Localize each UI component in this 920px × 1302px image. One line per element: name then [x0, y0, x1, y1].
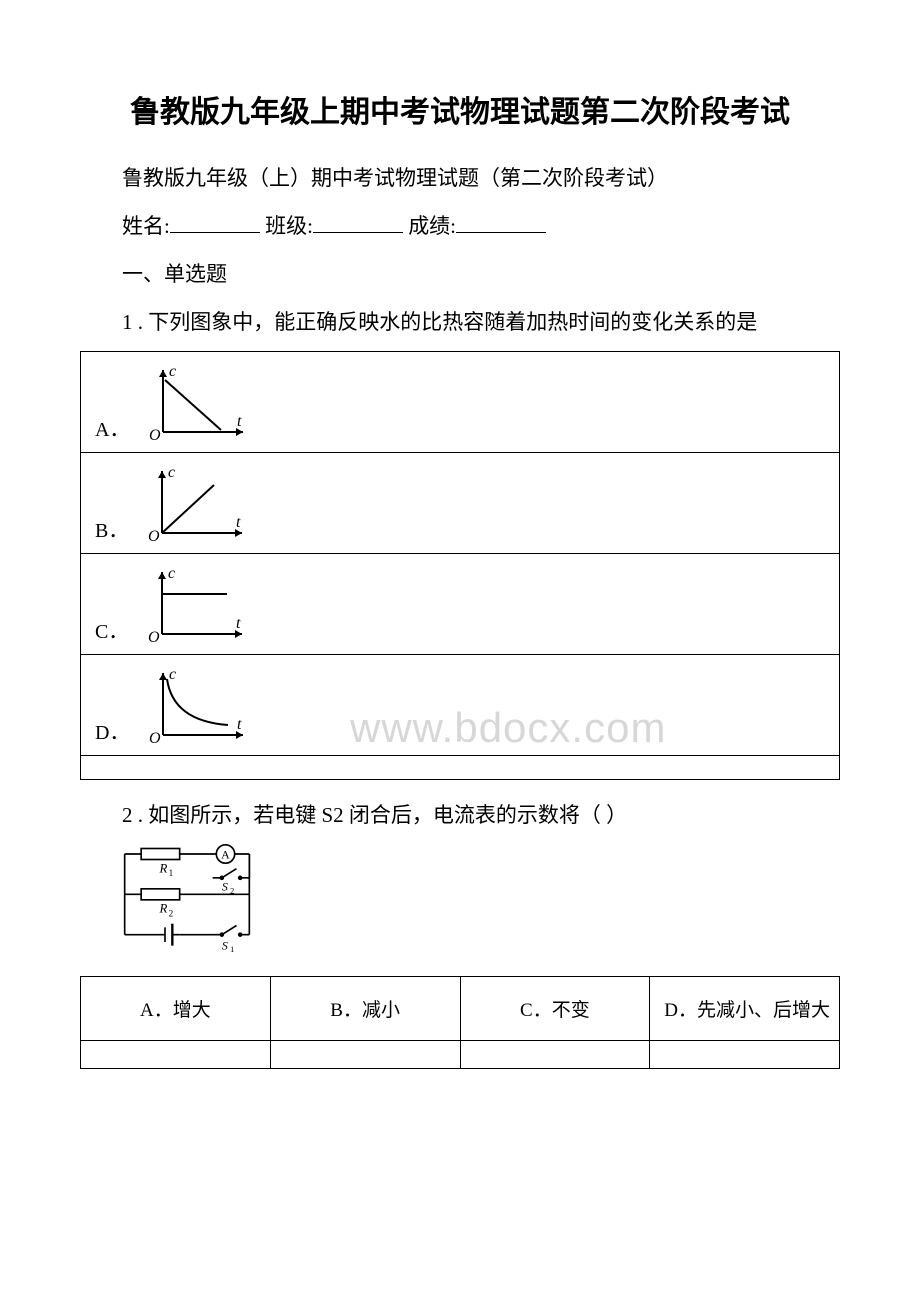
q2-option-a[interactable]: A．增大: [81, 977, 271, 1041]
blank-cell: [270, 1041, 460, 1069]
score-blank[interactable]: [456, 210, 546, 233]
q1-option-b[interactable]: B． c t O: [95, 463, 825, 543]
graph-c-icon: c t O: [142, 564, 252, 644]
svg-text:c: c: [168, 464, 175, 481]
svg-text:c: c: [169, 666, 176, 683]
svg-text:c: c: [169, 363, 176, 380]
graph-a-icon: c t O: [143, 362, 253, 442]
blank-cell: [460, 1041, 650, 1069]
svg-text:S: S: [222, 880, 228, 894]
opt-c-label: C．: [95, 615, 128, 644]
svg-text:O: O: [149, 730, 161, 745]
q2-answers-table: A．增大 B．减小 C．不变 D．先减小、后增大: [80, 976, 840, 1069]
svg-text:O: O: [148, 629, 160, 644]
q1-options-table: A． c t O B．: [80, 351, 840, 780]
graph-b-icon: c t O: [142, 463, 252, 543]
svg-text:t: t: [236, 514, 241, 531]
q2-option-b[interactable]: B．减小: [270, 977, 460, 1041]
doc-title: 鲁教版九年级上期中考试物理试题第二次阶段考试: [80, 90, 840, 135]
opt-a-label: A．: [95, 413, 129, 442]
circuit-diagram-icon: A R1 R2 S2 S1: [112, 843, 262, 953]
blank-cell: [81, 1041, 271, 1069]
q2-option-c[interactable]: C．不变: [460, 977, 650, 1041]
name-blank[interactable]: [170, 210, 260, 233]
svg-text:R: R: [159, 902, 168, 916]
svg-text:t: t: [237, 413, 242, 430]
opt-d-label: D．: [95, 716, 129, 745]
svg-text:2: 2: [169, 909, 174, 919]
svg-text:2: 2: [230, 887, 234, 896]
q1-text: 1 . 下列图象中，能正确反映水的比热容随着加热时间的变化关系的是: [80, 303, 840, 343]
svg-text:1: 1: [230, 946, 234, 954]
svg-text:1: 1: [169, 868, 174, 878]
svg-text:A: A: [221, 848, 230, 862]
blank-cell: [650, 1041, 840, 1069]
opt-b-label: B．: [95, 514, 128, 543]
svg-text:O: O: [148, 528, 160, 543]
svg-text:t: t: [237, 716, 242, 733]
score-label: 成绩:: [408, 214, 456, 238]
graph-d-icon: c t O: [143, 665, 253, 745]
svg-text:R: R: [159, 862, 168, 876]
doc-subtitle: 鲁教版九年级（上）期中考试物理试题（第二次阶段考试）: [80, 159, 840, 199]
q2-text: 2 . 如图所示，若电键 S2 闭合后，电流表的示数将（ ）: [80, 796, 840, 836]
form-line: 姓名: 班级: 成绩:: [80, 207, 840, 247]
class-label: 班级:: [265, 214, 313, 238]
q1-option-a[interactable]: A． c t O: [95, 362, 825, 442]
section-heading: 一、单选题: [80, 255, 840, 295]
svg-text:t: t: [236, 615, 241, 632]
svg-text:S: S: [222, 939, 228, 953]
name-label: 姓名:: [122, 214, 170, 238]
q1-option-d[interactable]: D． c t O: [95, 665, 825, 745]
svg-text:O: O: [149, 427, 161, 442]
q1-option-c[interactable]: C． c t O: [95, 564, 825, 644]
class-blank[interactable]: [313, 210, 403, 233]
q2-option-d[interactable]: D．先减小、后增大: [650, 977, 840, 1041]
svg-text:c: c: [168, 565, 175, 582]
